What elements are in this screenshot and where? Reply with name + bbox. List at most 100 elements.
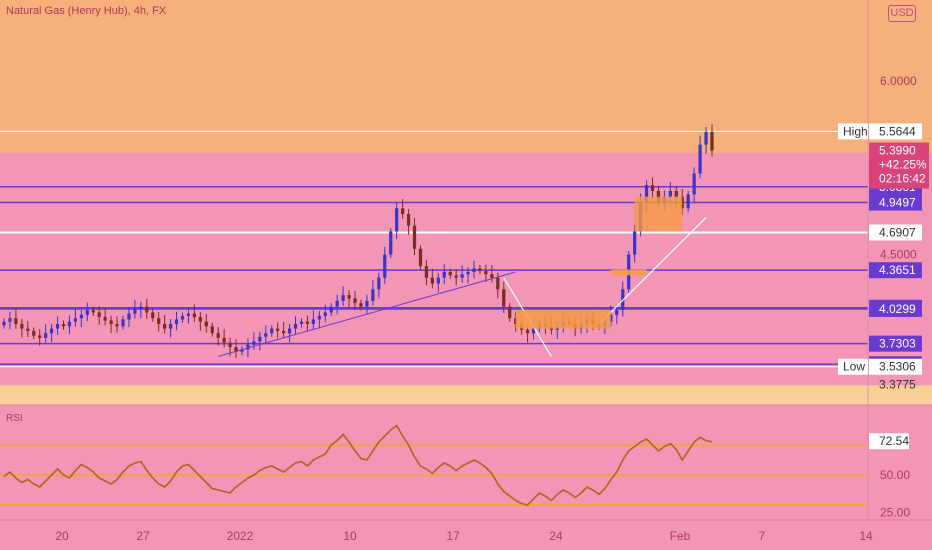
price-tag-value: 4.6907 (879, 226, 916, 240)
candle-body (26, 328, 30, 331)
rsi-label: RSI (6, 413, 23, 424)
trendline-white-rising (598, 217, 707, 325)
candle-body (430, 277, 434, 284)
candle-body (293, 324, 298, 329)
candle-body (270, 328, 274, 334)
price-tag-bg (869, 224, 922, 241)
lower-panel-bg (0, 405, 932, 550)
candle-body (644, 185, 649, 203)
level-name-bg (838, 358, 868, 375)
candle-body (127, 313, 131, 320)
candle-body (287, 328, 292, 334)
price-tag-bg (869, 262, 922, 279)
candle-body (674, 190, 678, 197)
candle-body (442, 271, 446, 278)
candle-body (525, 329, 530, 334)
price-tag-value: 4.3651 (879, 263, 916, 277)
candle-body (145, 306, 149, 313)
candle-body (484, 270, 488, 275)
candle-body (365, 300, 369, 307)
candle-body (395, 208, 399, 232)
candle-body (38, 335, 42, 338)
candle-body (359, 303, 363, 307)
price-tag-bg (869, 123, 922, 140)
price-tag-value: 4.0299 (879, 302, 916, 316)
candle-body (311, 319, 316, 324)
candle-body (406, 214, 411, 226)
candle-body (317, 315, 321, 320)
price-tag-value: 3.7303 (879, 337, 916, 351)
candle-body (347, 295, 351, 299)
candle-body (698, 144, 702, 174)
drawings-layer (218, 196, 707, 357)
zone-band-1 (0, 152, 932, 386)
candle-body (246, 344, 250, 350)
last-price-change: +42.25% (879, 158, 927, 172)
candle-body (198, 317, 202, 322)
candle-body (710, 131, 714, 151)
candle-body (168, 324, 173, 329)
candle-body (400, 208, 405, 215)
candle-body (389, 231, 393, 255)
candle-body (61, 324, 66, 327)
candle-body (264, 333, 268, 337)
rsi-value-tag: 72.54 (879, 434, 909, 448)
candle-body (424, 266, 429, 278)
time-tick-label: 17 (446, 529, 460, 543)
time-tick-label: 24 (549, 529, 563, 543)
candle-body (73, 318, 78, 322)
price-tag-bg (869, 335, 922, 352)
price-tag-bg (869, 194, 922, 211)
candle-body (466, 271, 470, 275)
time-tick-label: 2022 (227, 529, 254, 543)
consolidation-box (515, 310, 611, 329)
candle-body (472, 268, 476, 272)
rsi-tick-label: 50.00 (880, 468, 910, 482)
candle-body (8, 318, 12, 322)
candle-body (139, 306, 143, 309)
horizontal-levels (0, 130, 868, 368)
candle-body (2, 321, 6, 326)
candle-body (163, 324, 167, 329)
candle-body (67, 321, 72, 327)
candle-body (335, 300, 339, 307)
last-price-countdown: 02:16:42 (879, 172, 926, 186)
candle-body (180, 315, 185, 320)
candle-body (32, 330, 36, 336)
candle-body (97, 312, 101, 318)
consolidation-box-upper (634, 196, 683, 232)
candle-body (210, 326, 214, 334)
candle-body (686, 194, 690, 209)
candle-body (436, 277, 440, 284)
currency-button[interactable]: USD (888, 5, 916, 22)
trendline-purple (218, 271, 516, 357)
candle-body (478, 268, 482, 271)
candle-body (496, 277, 500, 290)
zone-band-0 (0, 0, 932, 153)
time-axis[interactable]: 20 27 2022 10 17 24 Feb 7 14 (0, 519, 932, 543)
candle-body (20, 324, 24, 329)
price-tag-value: 3.5306 (879, 360, 916, 374)
candle-body (121, 319, 125, 327)
candle-body (377, 277, 381, 290)
level-name: High (843, 124, 868, 138)
price-tick-label: 6.0000 (880, 74, 917, 88)
price-axis[interactable]: 6.00004.50005.5644High5.08614.94974.6907… (838, 0, 932, 405)
candle-body (157, 318, 161, 324)
currency-label: USD (890, 7, 914, 19)
candle-body (383, 254, 387, 278)
candle-body (115, 324, 119, 327)
time-tick-label: 14 (859, 529, 873, 543)
rsi-line (3, 424, 713, 506)
candle-body (299, 321, 304, 324)
level-name-bg (838, 123, 868, 140)
chart-title: Natural Gas (Henry Hub), 4h, FX (6, 5, 167, 17)
candle-body (79, 314, 83, 319)
candle-body (55, 324, 60, 329)
candle-body (633, 231, 637, 255)
candle-body (704, 131, 708, 145)
candle-body (91, 310, 95, 313)
candle-body (460, 274, 464, 278)
